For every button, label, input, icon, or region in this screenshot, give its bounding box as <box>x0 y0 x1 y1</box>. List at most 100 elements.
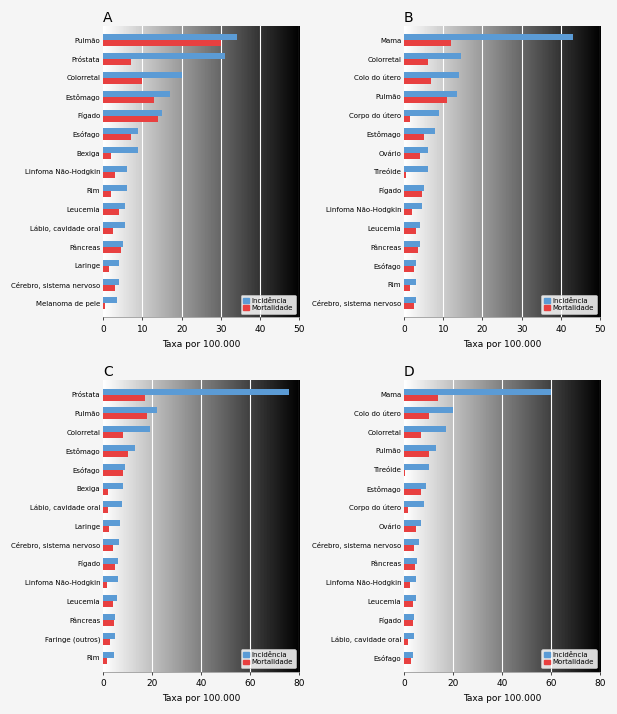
Bar <box>103 166 126 172</box>
Bar <box>103 395 145 401</box>
Bar <box>404 241 420 247</box>
Bar <box>404 583 410 588</box>
Bar <box>103 260 119 266</box>
Bar <box>103 278 119 285</box>
Bar <box>404 501 424 508</box>
Bar <box>404 134 424 141</box>
Bar <box>103 53 225 59</box>
Bar <box>103 520 120 526</box>
Bar <box>103 470 123 476</box>
Bar <box>103 595 117 601</box>
Legend: Incidência, Mortalidade: Incidência, Mortalidade <box>241 295 296 314</box>
Bar <box>404 185 424 191</box>
Bar <box>103 285 115 291</box>
Bar <box>404 78 431 84</box>
Bar <box>103 388 289 395</box>
Bar <box>103 153 111 159</box>
Bar <box>404 488 421 495</box>
Bar <box>103 432 123 438</box>
Bar <box>404 445 436 451</box>
Bar <box>404 209 412 216</box>
Bar <box>103 563 115 570</box>
Bar <box>404 539 419 545</box>
Bar <box>103 91 170 96</box>
Bar <box>103 96 154 103</box>
Bar <box>103 614 115 620</box>
Bar <box>103 185 126 191</box>
X-axis label: Taxa por 100.000: Taxa por 100.000 <box>162 694 241 703</box>
Bar <box>103 72 181 78</box>
Bar <box>404 432 421 438</box>
Bar <box>404 576 416 583</box>
Bar <box>404 558 418 563</box>
Bar <box>404 639 408 645</box>
Bar <box>103 639 110 645</box>
Bar <box>103 445 135 451</box>
Bar <box>103 109 162 116</box>
Bar <box>404 470 405 476</box>
Bar <box>404 520 421 526</box>
Bar <box>404 247 418 253</box>
Bar <box>103 413 147 419</box>
Bar <box>103 78 143 84</box>
Bar <box>404 34 573 41</box>
Bar <box>103 620 114 626</box>
Bar <box>404 59 428 65</box>
Bar <box>103 633 115 639</box>
Bar <box>103 408 157 413</box>
Bar <box>103 652 114 658</box>
Bar <box>404 153 420 159</box>
Bar <box>404 614 414 620</box>
Bar <box>103 303 105 309</box>
Bar <box>404 408 453 413</box>
Bar <box>404 463 429 470</box>
X-axis label: Taxa por 100.000: Taxa por 100.000 <box>162 340 241 348</box>
Bar <box>103 483 123 488</box>
Bar <box>404 172 406 178</box>
X-axis label: Taxa por 100.000: Taxa por 100.000 <box>463 340 541 348</box>
Bar <box>404 191 421 196</box>
Bar <box>404 395 438 401</box>
Bar <box>103 526 109 532</box>
Bar <box>103 172 115 178</box>
Bar <box>404 451 429 457</box>
Bar <box>103 59 131 65</box>
Bar <box>404 285 410 291</box>
Bar <box>404 96 447 103</box>
Bar <box>103 463 125 470</box>
Bar <box>103 658 107 663</box>
Bar <box>103 297 117 303</box>
Bar <box>103 451 128 457</box>
Bar <box>404 297 416 303</box>
X-axis label: Taxa por 100.000: Taxa por 100.000 <box>463 694 541 703</box>
Bar <box>404 388 551 395</box>
Bar <box>404 620 413 626</box>
Bar <box>103 558 118 563</box>
Bar <box>103 583 107 588</box>
Bar <box>404 278 416 285</box>
Bar <box>404 53 461 59</box>
Bar <box>404 147 428 153</box>
Text: A: A <box>103 11 113 25</box>
Bar <box>404 303 414 309</box>
Bar <box>404 203 421 209</box>
Bar <box>404 508 408 513</box>
Bar <box>103 34 236 41</box>
Bar <box>404 109 439 116</box>
Bar <box>404 652 413 658</box>
Bar <box>103 116 158 121</box>
Bar <box>404 116 410 121</box>
Bar <box>404 601 413 607</box>
Text: D: D <box>404 366 415 379</box>
Bar <box>404 260 416 266</box>
Bar <box>404 633 414 639</box>
Legend: Incidência, Mortalidade: Incidência, Mortalidade <box>541 649 597 668</box>
Bar <box>103 488 108 495</box>
Bar <box>103 539 119 545</box>
Bar <box>404 91 457 96</box>
Bar <box>404 266 414 272</box>
Bar <box>404 483 426 488</box>
Bar <box>404 413 429 419</box>
Bar <box>103 228 113 234</box>
Bar <box>404 545 414 551</box>
